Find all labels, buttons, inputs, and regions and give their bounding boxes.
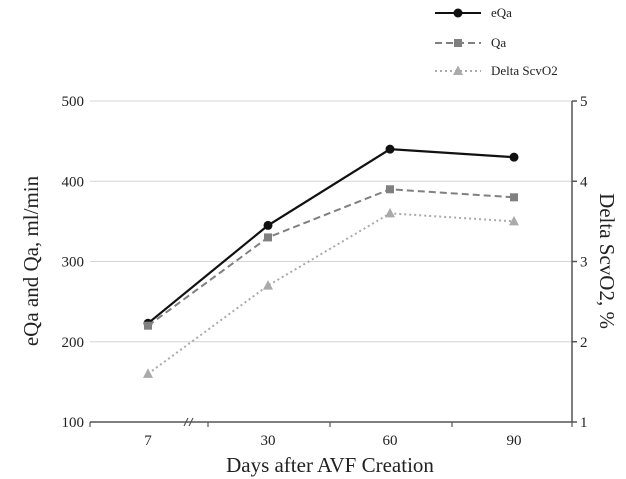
data-point-delta-scvo2 bbox=[143, 368, 153, 378]
x-axis-title: Days after AVF Creation bbox=[226, 453, 434, 477]
series-line-eqa bbox=[147, 148, 515, 325]
data-point-delta-scvo2 bbox=[385, 207, 395, 218]
data-point-eqa bbox=[263, 220, 273, 230]
series-line-delta-scvo2 bbox=[147, 212, 515, 375]
data-point-qa bbox=[144, 321, 152, 330]
y-axis-title: eQa and Qa, ml/min bbox=[19, 175, 43, 346]
legend-label: eQa bbox=[491, 5, 512, 20]
x-tick-label: 90 bbox=[507, 433, 522, 449]
data-point-qa bbox=[386, 185, 394, 194]
x-axis-ticks: 7 30 60 90 bbox=[89, 422, 573, 449]
data-point-eqa bbox=[385, 144, 395, 154]
x-tick-label: 7 bbox=[144, 433, 152, 449]
y-tick-label: 500 bbox=[62, 94, 85, 110]
data-point-delta-scvo2 bbox=[509, 215, 519, 226]
series-line-qa bbox=[147, 188, 515, 327]
axes bbox=[90, 101, 573, 427]
y2-tick-label: 2 bbox=[580, 335, 588, 351]
y-tick-label: 100 bbox=[62, 415, 85, 431]
x-tick-label: 60 bbox=[383, 433, 398, 449]
legend-label: Qa bbox=[491, 35, 506, 50]
legend: eQa Qa Delta ScvO2 bbox=[435, 5, 558, 78]
y2-tick-label: 5 bbox=[580, 94, 588, 110]
y-tick-label: 400 bbox=[62, 174, 85, 190]
y-tick-label: 300 bbox=[62, 255, 85, 271]
legend-marker bbox=[454, 39, 462, 47]
x-tick-label: 30 bbox=[261, 433, 276, 449]
legend-label: Delta ScvO2 bbox=[491, 63, 558, 78]
y-tick-label: 200 bbox=[62, 335, 85, 351]
y2-tick-label: 4 bbox=[580, 174, 588, 190]
data-point-qa bbox=[510, 193, 518, 202]
y2-tick-label: 3 bbox=[580, 255, 588, 271]
grid-lines bbox=[90, 100, 572, 343]
data-point-delta-scvo2 bbox=[263, 280, 273, 290]
y2-axis-ticks: 1 2 3 4 5 bbox=[572, 94, 588, 431]
data-point-eqa bbox=[509, 152, 519, 162]
legend-marker bbox=[453, 65, 463, 75]
data-point-qa bbox=[264, 233, 272, 242]
series-group bbox=[143, 144, 519, 378]
axis-break-mark bbox=[188, 417, 194, 427]
y2-axis-title: Delta ScvO2, % bbox=[595, 193, 619, 329]
y2-tick-label: 1 bbox=[580, 415, 588, 431]
axis-break-mark bbox=[183, 417, 189, 427]
y-axis-ticks: 100 200 300 400 500 bbox=[62, 94, 85, 431]
legend-marker bbox=[453, 8, 463, 18]
